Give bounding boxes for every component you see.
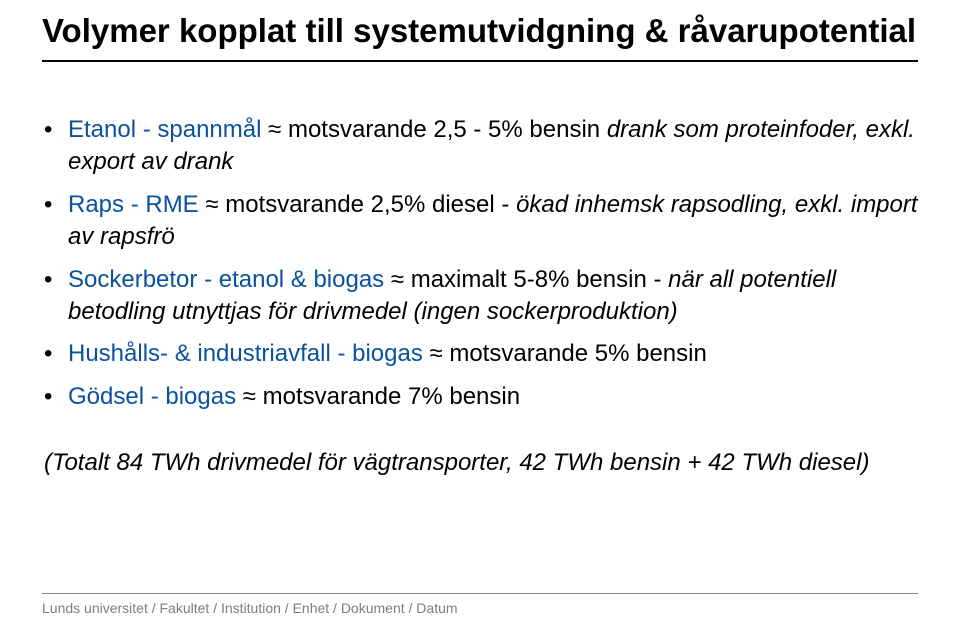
list-item: Gödsel - biogas ≈ motsvarande 7% bensin (42, 381, 918, 413)
bullet-lead: Sockerbetor - etanol & biogas (68, 266, 384, 293)
slide: Volymer kopplat till systemutvidgning & … (0, 0, 960, 634)
footer-text: Lunds universitet / Fakultet / Instituti… (42, 593, 918, 616)
bullet-lead: Raps - RME (68, 191, 199, 218)
bullet-rest: ≈ motsvarande 2,5% diesel - (199, 191, 516, 218)
bullet-rest: ≈ motsvarande 2,5 - 5% bensin (261, 116, 606, 143)
bullet-rest: ≈ motsvarande 5% bensin (423, 340, 707, 367)
list-item: Etanol - spannmål ≈ motsvarande 2,5 - 5%… (42, 114, 918, 179)
bullet-lead: Etanol - spannmål (68, 116, 261, 143)
bullet-list: Etanol - spannmål ≈ motsvarande 2,5 - 5%… (42, 114, 918, 413)
bullet-lead: Hushålls- & industriavfall - biogas (68, 340, 423, 367)
bullet-rest: ≈ motsvarande 7% bensin (236, 383, 520, 410)
slide-title: Volymer kopplat till systemutvidgning & … (42, 12, 918, 60)
list-item: Sockerbetor - etanol & biogas ≈ maximalt… (42, 264, 918, 329)
bullet-lead: Gödsel - biogas (68, 383, 236, 410)
title-underline (42, 60, 918, 62)
list-item: Raps - RME ≈ motsvarande 2,5% diesel - ö… (42, 189, 918, 254)
summary-text: (Totalt 84 TWh drivmedel för vägtranspor… (42, 447, 918, 479)
list-item: Hushålls- & industriavfall - biogas ≈ mo… (42, 338, 918, 370)
bullet-rest: ≈ maximalt 5-8% bensin - (384, 266, 668, 293)
